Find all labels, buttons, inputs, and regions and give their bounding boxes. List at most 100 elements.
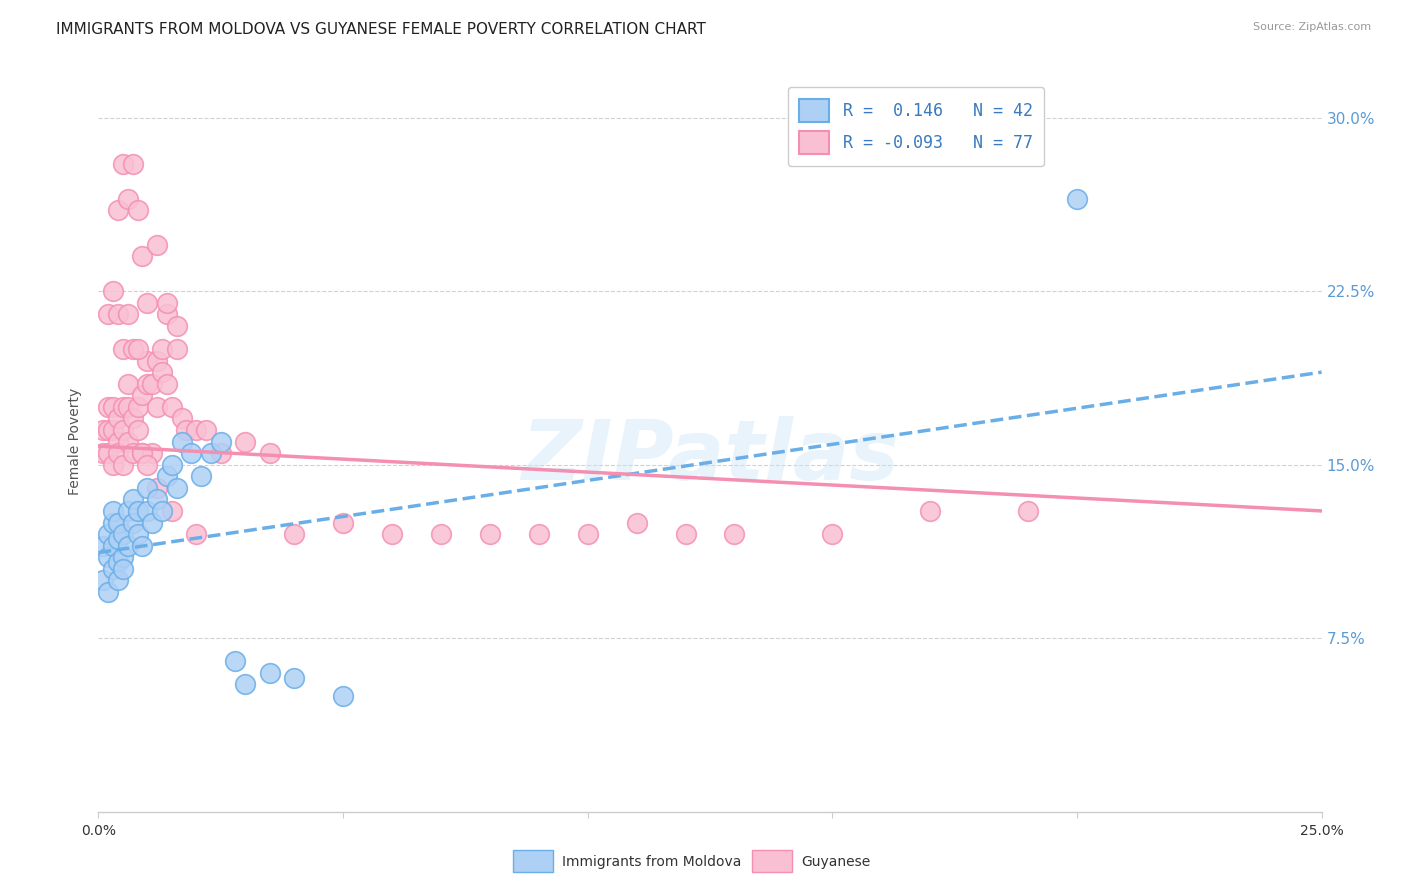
- Point: [150, 365, 173, 379]
- Point: [186, 423, 208, 437]
- Point: [160, 458, 183, 472]
- Point: [675, 527, 697, 541]
- Point: [146, 400, 169, 414]
- Point: [127, 203, 149, 218]
- Point: [101, 458, 124, 472]
- Point: [97, 527, 120, 541]
- Point: [107, 411, 129, 425]
- Point: [150, 342, 173, 356]
- Point: [121, 492, 143, 507]
- Point: [91, 539, 114, 553]
- Point: [107, 203, 129, 218]
- Point: [107, 446, 129, 460]
- Point: [117, 539, 139, 553]
- Point: [107, 532, 129, 546]
- Point: [478, 527, 501, 541]
- Text: Guyanese: Guyanese: [801, 855, 870, 869]
- Point: [186, 527, 208, 541]
- Point: [156, 307, 179, 321]
- Point: [527, 527, 550, 541]
- Point: [131, 388, 153, 402]
- Point: [111, 550, 134, 565]
- Point: [141, 376, 163, 391]
- Point: [156, 295, 179, 310]
- Point: [176, 423, 198, 437]
- Point: [200, 446, 222, 460]
- Point: [91, 446, 114, 460]
- Point: [146, 238, 169, 252]
- Text: IMMIGRANTS FROM MOLDOVA VS GUYANESE FEMALE POVERTY CORRELATION CHART: IMMIGRANTS FROM MOLDOVA VS GUYANESE FEMA…: [56, 22, 706, 37]
- Point: [136, 458, 159, 472]
- Point: [1066, 192, 1088, 206]
- Point: [166, 481, 188, 495]
- Point: [121, 411, 143, 425]
- Point: [195, 423, 218, 437]
- Point: [91, 423, 114, 437]
- Y-axis label: Female Poverty: Female Poverty: [69, 388, 83, 495]
- Point: [117, 504, 139, 518]
- Point: [97, 550, 120, 565]
- Point: [259, 446, 281, 460]
- Point: [107, 555, 129, 569]
- Point: [430, 527, 453, 541]
- Point: [121, 446, 143, 460]
- Point: [101, 516, 124, 530]
- Point: [117, 307, 139, 321]
- Point: [117, 434, 139, 449]
- Point: [576, 527, 599, 541]
- Point: [117, 192, 139, 206]
- Point: [224, 654, 246, 668]
- Point: [101, 400, 124, 414]
- Point: [166, 318, 188, 333]
- Point: [111, 400, 134, 414]
- Text: ZIPatlas: ZIPatlas: [522, 416, 898, 497]
- Point: [332, 516, 354, 530]
- Point: [107, 516, 129, 530]
- Point: [283, 671, 305, 685]
- Point: [117, 376, 139, 391]
- Point: [111, 342, 134, 356]
- Point: [131, 446, 153, 460]
- Point: [332, 689, 354, 703]
- Point: [920, 504, 942, 518]
- Point: [97, 446, 120, 460]
- Point: [121, 342, 143, 356]
- Point: [131, 446, 153, 460]
- Point: [821, 527, 844, 541]
- Point: [97, 400, 120, 414]
- Point: [101, 562, 124, 576]
- Point: [146, 492, 169, 507]
- Point: [97, 307, 120, 321]
- Point: [127, 342, 149, 356]
- Point: [127, 400, 149, 414]
- Point: [160, 504, 183, 518]
- Point: [111, 527, 134, 541]
- Text: Immigrants from Moldova: Immigrants from Moldova: [562, 855, 742, 869]
- Point: [170, 434, 193, 449]
- Point: [156, 469, 179, 483]
- Point: [723, 527, 745, 541]
- Point: [131, 539, 153, 553]
- Point: [381, 527, 404, 541]
- Point: [1017, 504, 1039, 518]
- Point: [97, 423, 120, 437]
- Point: [101, 284, 124, 298]
- Point: [136, 295, 159, 310]
- Point: [101, 539, 124, 553]
- Point: [146, 353, 169, 368]
- Point: [233, 434, 256, 449]
- Point: [160, 400, 183, 414]
- Point: [190, 469, 212, 483]
- Point: [170, 411, 193, 425]
- Point: [136, 504, 159, 518]
- Point: [111, 157, 134, 171]
- Point: [107, 574, 129, 588]
- Point: [136, 481, 159, 495]
- Point: [146, 481, 169, 495]
- Point: [180, 446, 202, 460]
- Point: [131, 250, 153, 264]
- Point: [141, 516, 163, 530]
- Point: [111, 458, 134, 472]
- Point: [209, 434, 232, 449]
- Point: [111, 562, 134, 576]
